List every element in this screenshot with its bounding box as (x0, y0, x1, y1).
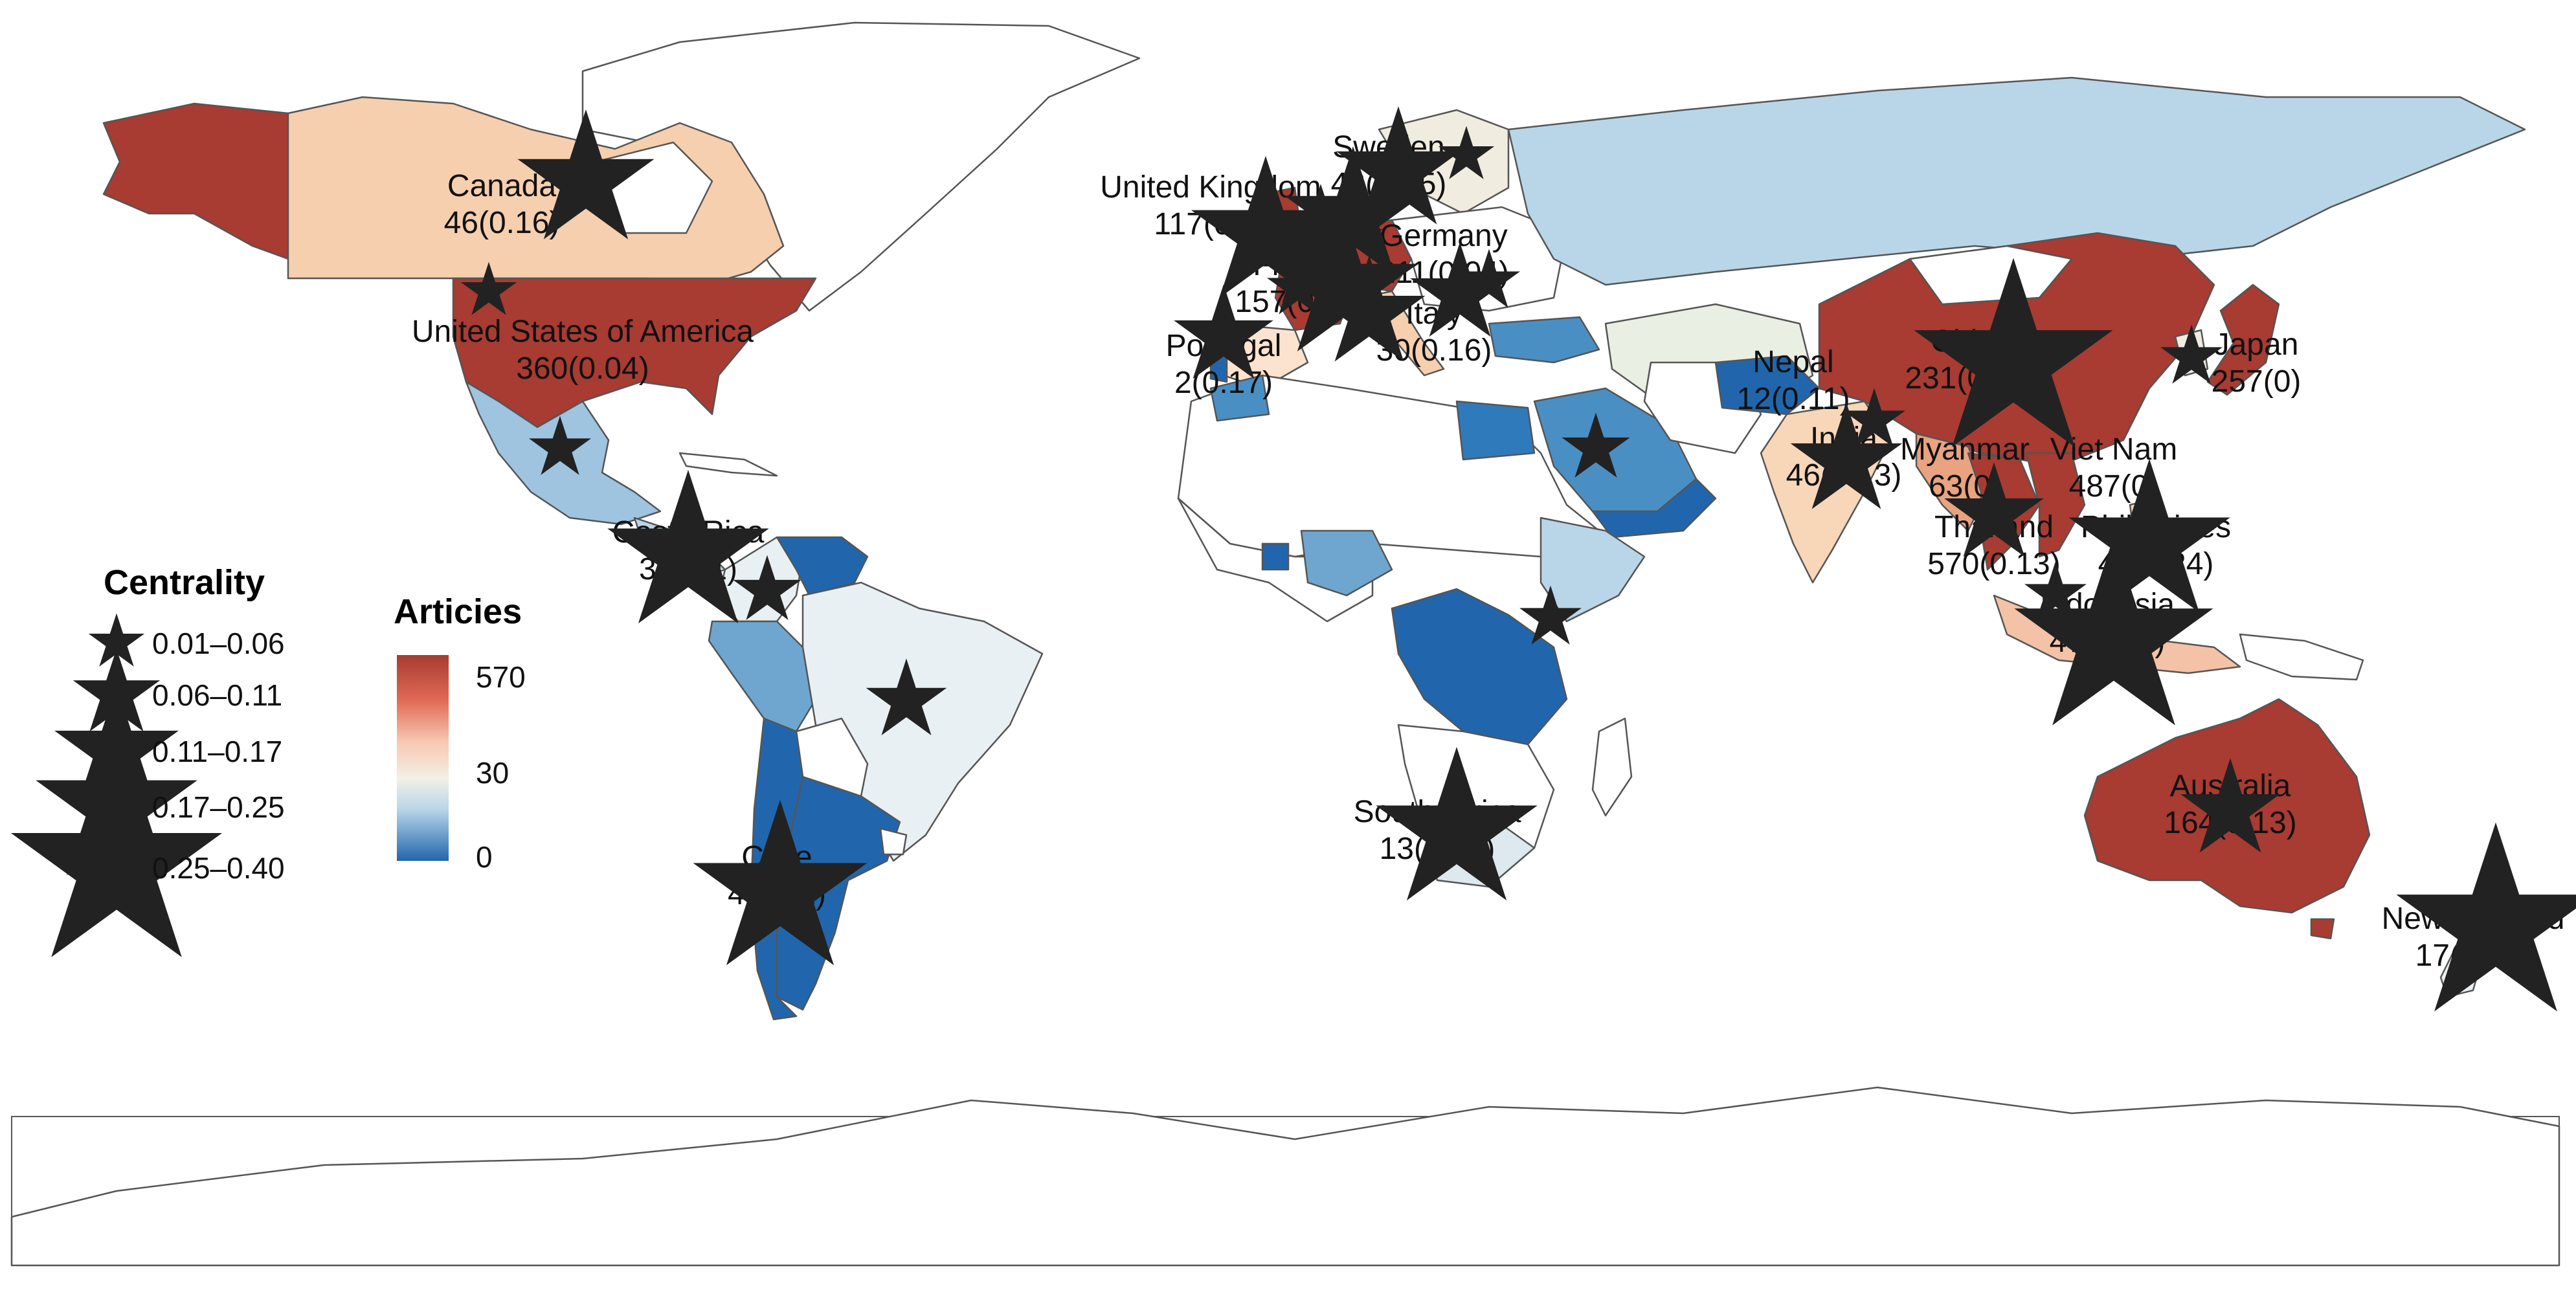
star-icon (1267, 255, 1329, 315)
star-icon (1268, 209, 1418, 351)
label-nepal-value: 12(0.11) (1736, 382, 1850, 416)
star-icon (1562, 412, 1630, 478)
star-icon (1458, 249, 1520, 308)
centrality-stars (460, 106, 2576, 1012)
nigeria (1300, 529, 1393, 597)
label-myanmar-name: Myanmar (1900, 432, 2030, 467)
star-icon (1944, 462, 2044, 557)
star-icon (1336, 106, 1461, 225)
legend-articles: Articies 570 30 0 (394, 592, 526, 874)
star-icon (1376, 746, 1538, 901)
egypt (1455, 400, 1536, 461)
star-icon (460, 261, 517, 315)
legend-centrality-title: Centrality (104, 563, 265, 602)
label-japan-name: Japan (2214, 328, 2299, 362)
star-icon (607, 469, 769, 624)
mongolia (1909, 245, 2073, 306)
star-icon (1313, 255, 1426, 362)
ghana (1261, 542, 1290, 571)
morocco (1209, 374, 1270, 422)
legend-articles-title: Articies (394, 592, 522, 631)
legend-centrality-item: 0.01–0.06 (152, 627, 285, 660)
peru (708, 620, 817, 733)
ethiopia-kenya (1540, 517, 1646, 623)
star-icon (2160, 324, 2223, 384)
label-usa-value: 360(0.04) (516, 351, 649, 386)
label-canada-name: Canada (447, 169, 556, 203)
viet-nam (2025, 452, 2086, 558)
nepal (1714, 355, 1820, 416)
antarctica (10, 1086, 2560, 1267)
star-icon (1174, 284, 1273, 379)
legend-centrality-item: 0.25–0.40 (152, 851, 285, 885)
legend-star-icon (88, 613, 145, 667)
star-icon (2396, 822, 2576, 1012)
madagascar (1591, 717, 1633, 817)
legend-articles-tick: 0 (476, 840, 493, 874)
label-portugal-value: 2(0.17) (1174, 366, 1273, 400)
label-canada-value: 46(0.16) (444, 206, 560, 240)
label-nepal-name: Nepal (1753, 345, 1833, 379)
star-icon (866, 658, 947, 736)
legend-centrality-item: 0.06–0.11 (152, 678, 282, 712)
star-icon (1259, 184, 1383, 302)
star-icon (2014, 536, 2213, 726)
alaska (102, 102, 289, 260)
label-usa-name: United States of America (412, 315, 754, 349)
star-icon (2068, 458, 2230, 613)
label-thailand-value: 570(0.13) (1927, 547, 2060, 581)
tasmania (2310, 918, 2335, 940)
star-icon (1438, 126, 1495, 179)
caribbean (678, 452, 778, 477)
star-icon (1519, 585, 1582, 645)
japan (2206, 284, 2280, 396)
label-japan-value: 257(0) (2212, 364, 2302, 399)
star-icon (2024, 561, 2087, 621)
star-icon (1790, 403, 1903, 509)
legend-centrality-item: 0.11–0.17 (152, 735, 282, 768)
uruguay (879, 827, 908, 856)
star-icon (733, 555, 801, 620)
turkey (1488, 316, 1600, 364)
color-scale-bar (397, 655, 449, 861)
legend-centrality-item: 0.17–0.25 (152, 790, 285, 824)
star-icon (517, 109, 655, 239)
central-africa (1391, 588, 1568, 746)
legend-articles-tick: 570 (476, 660, 526, 694)
star-icon (529, 416, 591, 475)
legend-star-icon (10, 756, 223, 957)
star-icon (1914, 258, 2113, 447)
star-icon (1843, 388, 1905, 447)
star-icon (1410, 242, 1510, 337)
star-icon (693, 799, 868, 966)
papua (2239, 633, 2364, 681)
legend-articles-tick: 30 (476, 756, 509, 790)
russia (1507, 76, 2526, 286)
venezuela (776, 536, 869, 597)
label-germany-name: Germany (1380, 219, 1507, 253)
legend-centrality: Centrality 0.01–0.06 0.06–0.11 0.11–0.17… (10, 563, 285, 957)
label-uk-name: United Kingdom (1100, 170, 1321, 205)
star-icon (2180, 758, 2280, 853)
